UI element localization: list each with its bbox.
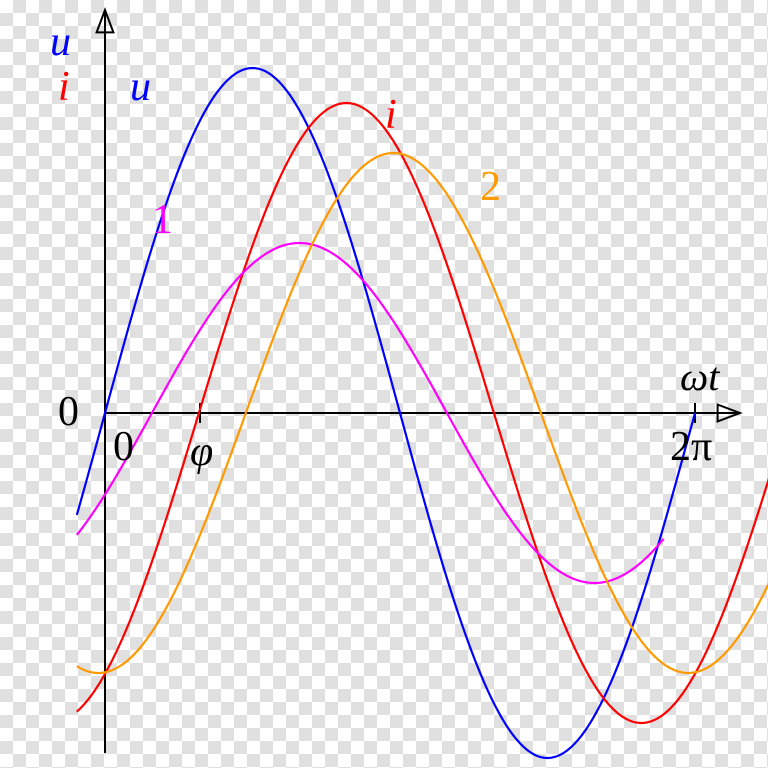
curve-label-u: u [130, 64, 151, 110]
label-2pi: 2π [670, 424, 712, 470]
curve-label-2: 2 [480, 164, 501, 210]
y-axis-label-i: i [58, 64, 70, 110]
label-phi: φ [190, 429, 213, 475]
axes [97, 10, 740, 753]
label-omega-t: ωt [680, 354, 720, 399]
label-tick-zero: 0 [113, 424, 134, 470]
waveform-diagram: 00φ2πωtuiui12 [0, 0, 768, 768]
y-axis-label-u: u [50, 19, 71, 65]
label-origin-zero: 0 [58, 389, 79, 435]
labels: 00φ2πωtuiui12 [50, 19, 720, 475]
curve-label-i: i [385, 92, 397, 138]
curve-label-1: 1 [152, 197, 173, 243]
